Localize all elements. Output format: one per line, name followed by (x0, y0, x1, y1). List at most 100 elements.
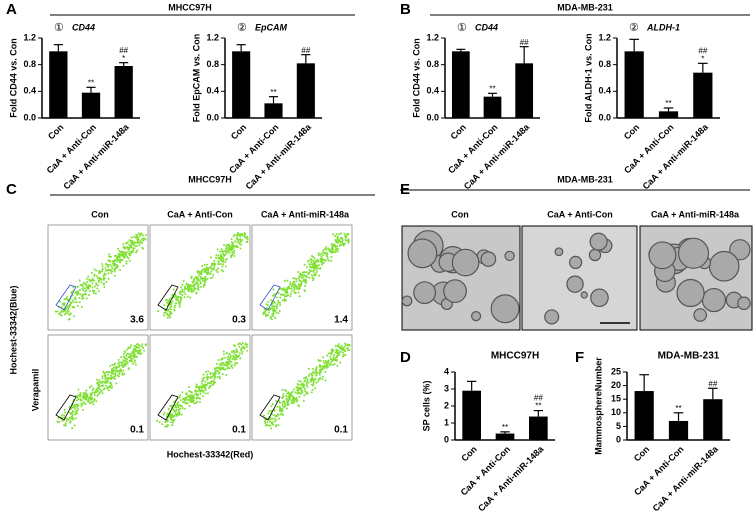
event-dot (269, 424, 272, 427)
event-dot (163, 425, 166, 428)
event-dot (183, 291, 186, 294)
event-dot (277, 291, 280, 294)
event-dot (115, 382, 118, 385)
event-dot (241, 350, 244, 353)
bar (624, 51, 644, 119)
y-tick-label: 20 (611, 380, 621, 390)
event-dot (56, 310, 59, 313)
event-dot (117, 247, 120, 250)
event-dot (336, 345, 339, 348)
event-dot (118, 372, 121, 375)
event-dot (184, 407, 187, 410)
event-dot (100, 389, 103, 392)
event-dot (347, 348, 350, 351)
event-dot (120, 254, 123, 257)
event-dot (318, 364, 321, 367)
event-dot (81, 284, 84, 287)
event-dot (290, 290, 293, 293)
event-dot (76, 394, 79, 397)
event-dot (268, 308, 271, 311)
event-dot (191, 394, 194, 397)
event-dot (100, 281, 103, 284)
event-dot (103, 372, 106, 375)
event-dot (318, 274, 321, 277)
event-dot (108, 253, 111, 256)
event-dot (91, 277, 94, 280)
images-title: MDA-MB-231 (557, 174, 613, 184)
event-dot (264, 309, 267, 312)
event-dot (230, 241, 233, 244)
event-dot (208, 267, 211, 270)
event-dot (84, 398, 87, 401)
event-dot (337, 239, 340, 242)
event-dot (75, 403, 78, 406)
event-dot (315, 268, 318, 271)
event-dot (193, 285, 196, 288)
event-dot (228, 245, 231, 248)
event-dot (85, 389, 88, 392)
event-dot (140, 352, 143, 355)
event-dot (104, 378, 107, 381)
event-dot (117, 258, 120, 261)
event-dot (175, 297, 178, 300)
event-dot (325, 366, 328, 369)
event-dot (240, 343, 243, 346)
event-dot (72, 301, 75, 304)
event-dot (141, 347, 144, 350)
event-dot (238, 352, 241, 355)
event-dot (89, 398, 92, 401)
event-dot (170, 312, 173, 315)
event-dot (238, 342, 241, 345)
event-dot (121, 373, 124, 376)
significance: ** (489, 84, 495, 93)
event-dot (78, 297, 81, 300)
event-dot (322, 360, 325, 363)
event-dot (95, 283, 98, 286)
event-dot (271, 417, 274, 420)
x-tick-label: CaA + Anti-miR-148a (244, 121, 314, 191)
event-dot (300, 386, 303, 389)
event-dot (144, 234, 147, 237)
event-dot (216, 271, 219, 274)
event-dot (137, 352, 140, 355)
event-dot (93, 394, 96, 397)
event-dot (115, 254, 118, 257)
event-dot (186, 398, 189, 401)
event-dot (131, 350, 134, 353)
event-dot (339, 241, 342, 244)
event-dot (135, 346, 138, 349)
event-dot (209, 272, 212, 275)
event-dot (308, 271, 311, 274)
event-dot (90, 385, 93, 388)
event-dot (270, 405, 273, 408)
event-dot (201, 279, 204, 282)
row-label: Verapamil (30, 369, 40, 412)
event-dot (190, 391, 193, 394)
event-dot (114, 366, 117, 369)
event-dot (64, 411, 67, 414)
event-dot (199, 285, 202, 288)
event-dot (298, 287, 301, 290)
event-dot (119, 268, 122, 271)
event-dot (305, 383, 308, 386)
event-dot (200, 382, 203, 385)
event-dot (321, 261, 324, 264)
event-dot (232, 356, 235, 359)
event-dot (275, 307, 278, 310)
event-dot (205, 271, 208, 274)
event-dot (291, 397, 294, 400)
event-dot (179, 290, 182, 293)
y-tick-label: 1.2 (23, 32, 36, 42)
event-dot (343, 232, 346, 235)
event-dot (209, 372, 212, 375)
event-dot (290, 287, 293, 290)
event-dot (225, 352, 228, 355)
event-dot (96, 277, 99, 280)
event-dot (171, 300, 174, 303)
event-dot (78, 279, 81, 282)
event-dot (98, 391, 101, 394)
event-dot (311, 371, 314, 374)
event-dot (275, 419, 278, 422)
event-dot (182, 280, 185, 283)
event-dot (77, 388, 80, 391)
